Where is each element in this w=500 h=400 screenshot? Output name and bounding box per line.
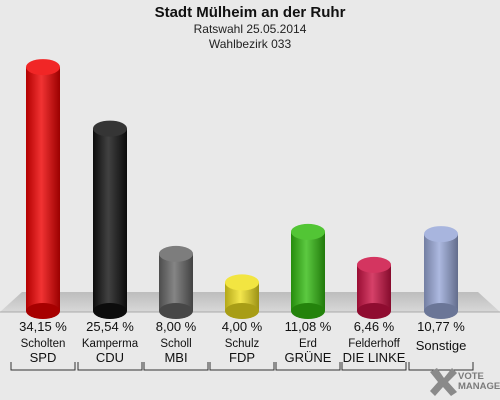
category-label: DIE LINKE	[342, 350, 406, 365]
bar-fdp	[225, 274, 259, 319]
bar-bottom	[159, 303, 193, 319]
value-label: 34,15 %	[19, 319, 67, 334]
checkmark-x-icon	[430, 368, 457, 396]
bar-body	[93, 128, 127, 311]
category-label: SPD	[29, 350, 57, 365]
category-bracket	[143, 362, 209, 371]
bar-top	[291, 223, 325, 240]
value-label: 4,00 %	[221, 319, 263, 334]
candidate-label: Scholl	[160, 338, 192, 350]
logo-text-vote: VOTE	[458, 371, 484, 382]
category-bracket	[275, 362, 341, 371]
category-bracket	[341, 362, 407, 371]
candidate-label: Scholten	[20, 338, 66, 350]
candidate-label: Schulz	[224, 338, 260, 350]
value-label: 6,46 %	[353, 319, 395, 334]
candidate-label: Kamperma	[81, 338, 139, 350]
bar-grüne	[291, 223, 325, 319]
bar-body	[291, 231, 325, 311]
bar-bottom	[26, 303, 60, 319]
bar-bottom	[424, 303, 458, 319]
bar-bottom	[291, 303, 325, 319]
category-bracket	[10, 362, 76, 371]
bar-top	[93, 120, 127, 137]
logo-text-manager: MANAGER	[458, 381, 500, 392]
bar-spd	[26, 59, 60, 319]
category-label: CDU	[95, 350, 125, 365]
bar-top	[225, 274, 259, 291]
category-label: FDP	[229, 350, 255, 365]
value-label: 10,77 %	[417, 319, 465, 334]
bar-body	[424, 234, 458, 311]
chart-subtitle-district: Wahlbezirk 033	[208, 37, 292, 51]
bar-die-linke	[357, 256, 391, 319]
value-label: 25,54 %	[86, 319, 134, 334]
value-label: 11,08 %	[284, 319, 332, 334]
category-label: Sonstige	[415, 338, 467, 353]
candidate-label: Felderhoff	[348, 338, 400, 350]
category-label: GRÜNE	[284, 350, 332, 365]
bar-cdu	[93, 120, 127, 319]
bar-sonstige	[424, 226, 458, 319]
value-label: 8,00 %	[155, 319, 197, 334]
bar-mbi	[159, 245, 193, 319]
category-label: MBI	[164, 350, 188, 365]
bar-top	[424, 226, 458, 243]
bar-body	[159, 253, 193, 311]
bar-body	[26, 67, 60, 311]
chart-title: Stadt Mülheim an der Ruhr	[154, 4, 346, 21]
category-bracket	[77, 362, 143, 371]
bar-bottom	[225, 303, 259, 319]
vote-manager-logo	[428, 364, 498, 398]
bar-top	[26, 59, 60, 76]
candidate-label: Erd	[299, 338, 317, 350]
bar-top	[357, 256, 391, 273]
chart-subtitle-date: Ratswahl 25.05.2014	[193, 22, 307, 36]
chart-header: Stadt Mülheim an der Ruhr Ratswahl 25.05…	[0, 4, 500, 52]
bar-bottom	[357, 303, 391, 319]
bar-top	[159, 245, 193, 262]
category-bracket	[408, 362, 474, 371]
bar-bottom	[93, 303, 127, 319]
category-bracket	[209, 362, 275, 371]
